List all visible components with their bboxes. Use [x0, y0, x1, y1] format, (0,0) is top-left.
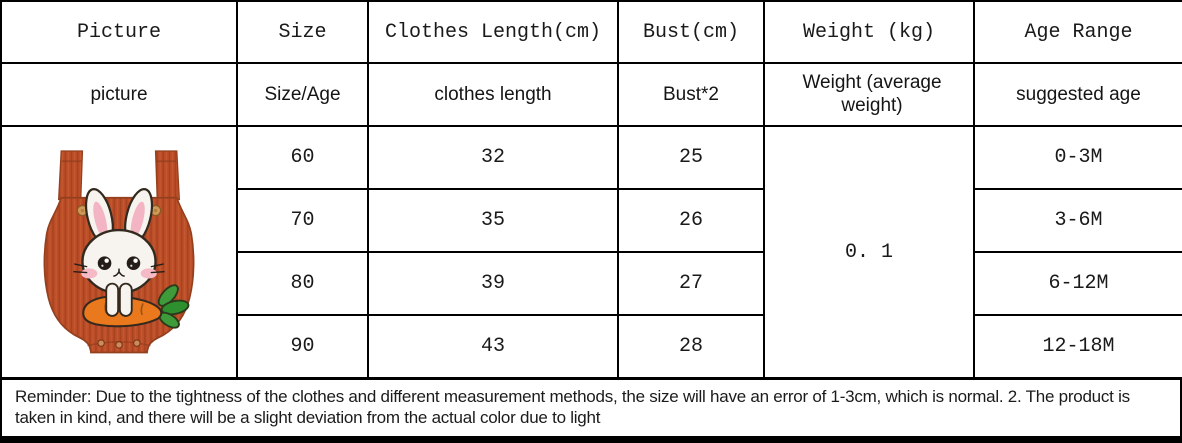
col-header-age-range: Age Range	[973, 0, 1182, 64]
table-row: 60 32 25 0. 1 0-3M	[0, 125, 1182, 379]
size-value: 80	[236, 251, 369, 316]
age-value: 6-12M	[973, 251, 1182, 316]
weight-value: 0. 1	[763, 125, 975, 379]
length-value: 39	[367, 251, 619, 316]
carrot-applique	[82, 282, 190, 329]
romper-straps	[57, 150, 181, 201]
subheader-suggested-age: suggested age	[973, 62, 1182, 127]
bust-value: 28	[617, 314, 765, 379]
size-value: 70	[236, 188, 369, 253]
table-row: 80 39 27 6-12M	[1, 251, 1182, 316]
product-image	[43, 150, 195, 354]
col-header-picture: Picture	[0, 0, 238, 64]
size-value: 60	[236, 125, 369, 190]
subheader-picture: picture	[0, 62, 238, 127]
product-image-cell	[0, 125, 238, 379]
subheader-bust: Bust*2	[617, 62, 765, 127]
bust-value: 25	[617, 125, 765, 190]
subheader-clothes-length: clothes length	[367, 62, 619, 127]
size-chart-table: Picture Size Clothes Length(cm) Bust(cm)…	[0, 0, 1182, 379]
reminder-note: Reminder: Due to the tightness of the cl…	[0, 379, 1182, 443]
length-value: 32	[367, 125, 619, 190]
age-value: 0-3M	[973, 125, 1182, 190]
col-header-clothes-length: Clothes Length(cm)	[367, 0, 619, 64]
age-value: 12-18M	[973, 314, 1182, 379]
table-row: 70 35 26 3-6M	[1, 188, 1182, 253]
bust-value: 26	[617, 188, 765, 253]
subheader-weight: Weight (average weight)	[763, 62, 975, 127]
size-value: 90	[236, 314, 369, 379]
header-row-original: Picture Size Clothes Length(cm) Bust(cm)…	[0, 0, 1182, 64]
header-row-translated: picture Size/Age clothes length Bust*2 W…	[0, 62, 1182, 127]
crotch-snaps	[97, 339, 141, 349]
bust-value: 27	[617, 251, 765, 316]
age-value: 3-6M	[973, 188, 1182, 253]
col-header-bust: Bust(cm)	[617, 0, 765, 64]
col-header-size: Size	[236, 0, 369, 64]
table-row: 90 43 28 12-18M	[1, 314, 1182, 379]
length-value: 43	[367, 314, 619, 379]
length-value: 35	[367, 188, 619, 253]
strap-buttons	[76, 204, 162, 217]
col-header-weight: Weight (kg)	[763, 0, 975, 64]
subheader-size-age: Size/Age	[236, 62, 369, 127]
